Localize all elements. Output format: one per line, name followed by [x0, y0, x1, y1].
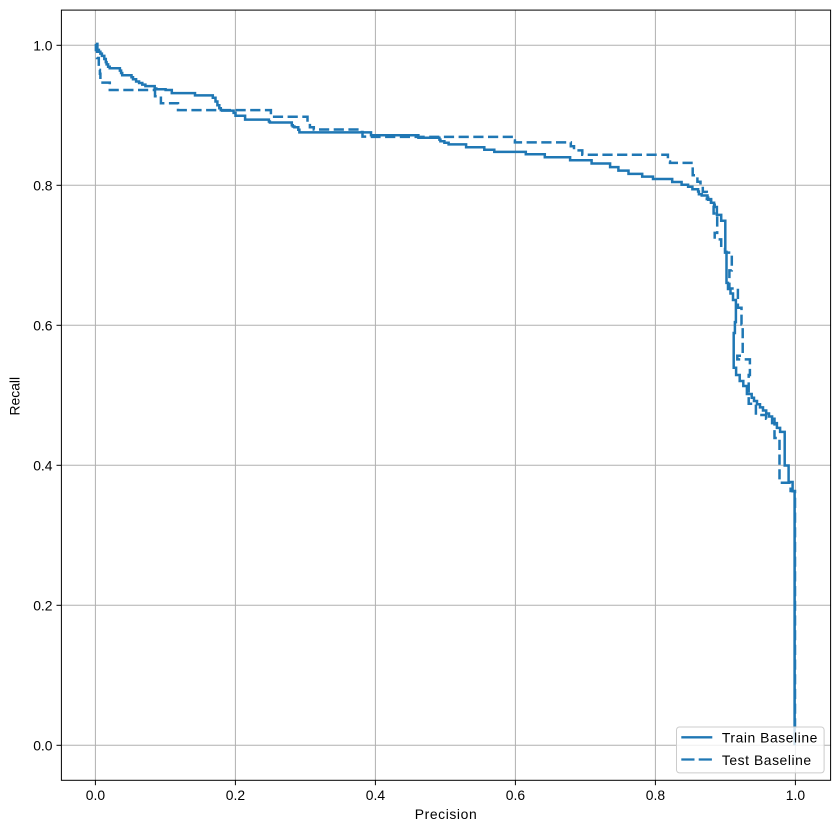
svg-text:1.0: 1.0 [33, 37, 53, 53]
svg-text:0.4: 0.4 [366, 787, 386, 803]
svg-text:0.4: 0.4 [33, 457, 53, 473]
svg-text:0.8: 0.8 [33, 177, 53, 193]
svg-text:0.6: 0.6 [33, 317, 53, 333]
svg-text:0.8: 0.8 [646, 787, 666, 803]
svg-text:0.2: 0.2 [226, 787, 246, 803]
svg-text:1.0: 1.0 [786, 787, 806, 803]
svg-text:Train Baseline: Train Baseline [722, 730, 818, 746]
svg-text:Test Baseline: Test Baseline [722, 752, 812, 768]
svg-text:0.2: 0.2 [33, 597, 53, 613]
svg-text:0.0: 0.0 [86, 787, 106, 803]
svg-text:0.6: 0.6 [506, 787, 526, 803]
svg-text:0.0: 0.0 [33, 737, 53, 753]
svg-text:Recall: Recall [6, 377, 22, 416]
svg-text:Precision: Precision [415, 806, 478, 822]
